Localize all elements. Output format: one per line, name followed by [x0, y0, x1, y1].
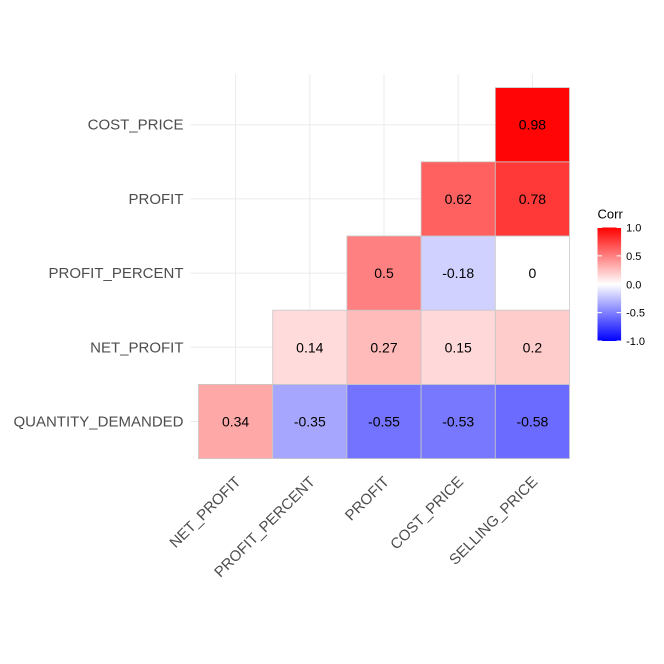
legend-title: Corr [598, 207, 624, 222]
heatmap-cell [494, 87, 570, 163]
y-tick-label: PROFIT [129, 191, 184, 208]
heatmap-cell [420, 161, 496, 237]
legend-color-bar [597, 227, 622, 341]
cell-value-label: -0.18 [442, 265, 474, 281]
legend-ticks: 1.0 0.5 0.0 -0.5 -1.0 [597, 223, 645, 348]
legend-tick-label: 1.0 [626, 223, 641, 235]
cell-value-label: 0.5 [374, 265, 394, 281]
cell-value-label: 0.15 [445, 339, 472, 355]
cell-value-label: 0 [529, 265, 537, 281]
y-tick-label: QUANTITY_DEMANDED [13, 414, 183, 431]
cell-value-label: 0.78 [519, 191, 546, 207]
heatmap-cell [494, 309, 570, 385]
x-tick-label: PROFIT [342, 473, 393, 524]
cell-value-label: 0.2 [523, 339, 543, 355]
heatmap-cell [420, 309, 496, 385]
legend-tick-label: 0.5 [626, 251, 641, 263]
cell-value-label: -0.58 [516, 414, 548, 430]
cell-value-label: -0.55 [368, 414, 400, 430]
legend-tick-label: -0.5 [626, 308, 645, 320]
heatmap-cell [346, 235, 422, 311]
y-tick-label: COST_PRICE [88, 117, 184, 134]
heatmap-cell [272, 309, 348, 385]
y-tick-label: PROFIT_PERCENT [48, 265, 183, 282]
heatmap-cell [420, 235, 496, 311]
cell-value-label: 0.14 [296, 339, 323, 355]
heatmap-cell [494, 161, 570, 237]
heatmap-cell [494, 235, 570, 311]
heatmap-cell [346, 383, 422, 459]
heatmap-cell [420, 383, 496, 459]
y-tick-label: NET_PROFIT [90, 339, 183, 356]
y-axis-tick-labels: QUANTITY_DEMANDED NET_PROFIT PROFIT_PERCEN… [13, 117, 183, 431]
cell-value-label: 0.34 [222, 414, 249, 430]
cell-value-label: 0.27 [370, 339, 397, 355]
legend-tick-label: -1.0 [626, 336, 645, 348]
legend-tick-label: 0.0 [626, 279, 641, 291]
cell-value-label: -0.53 [442, 414, 474, 430]
x-tick-label: COST_PRICE [387, 473, 467, 553]
heatmap-cell [272, 383, 348, 459]
cell-value-label: 0.98 [519, 117, 546, 133]
cell-value-label: 0.62 [445, 191, 472, 207]
cell-value-label: -0.35 [294, 414, 326, 430]
heatmap-cells: 0.34 -0.35 -0.55 -0.53 -0.58 0.14 0.27 0.15 0.2 0… [198, 87, 570, 459]
color-legend: Corr 1.0 0.5 0.0 -0.5 -1.0 [597, 207, 645, 348]
x-tick-label: NET_PROFIT [166, 473, 244, 551]
